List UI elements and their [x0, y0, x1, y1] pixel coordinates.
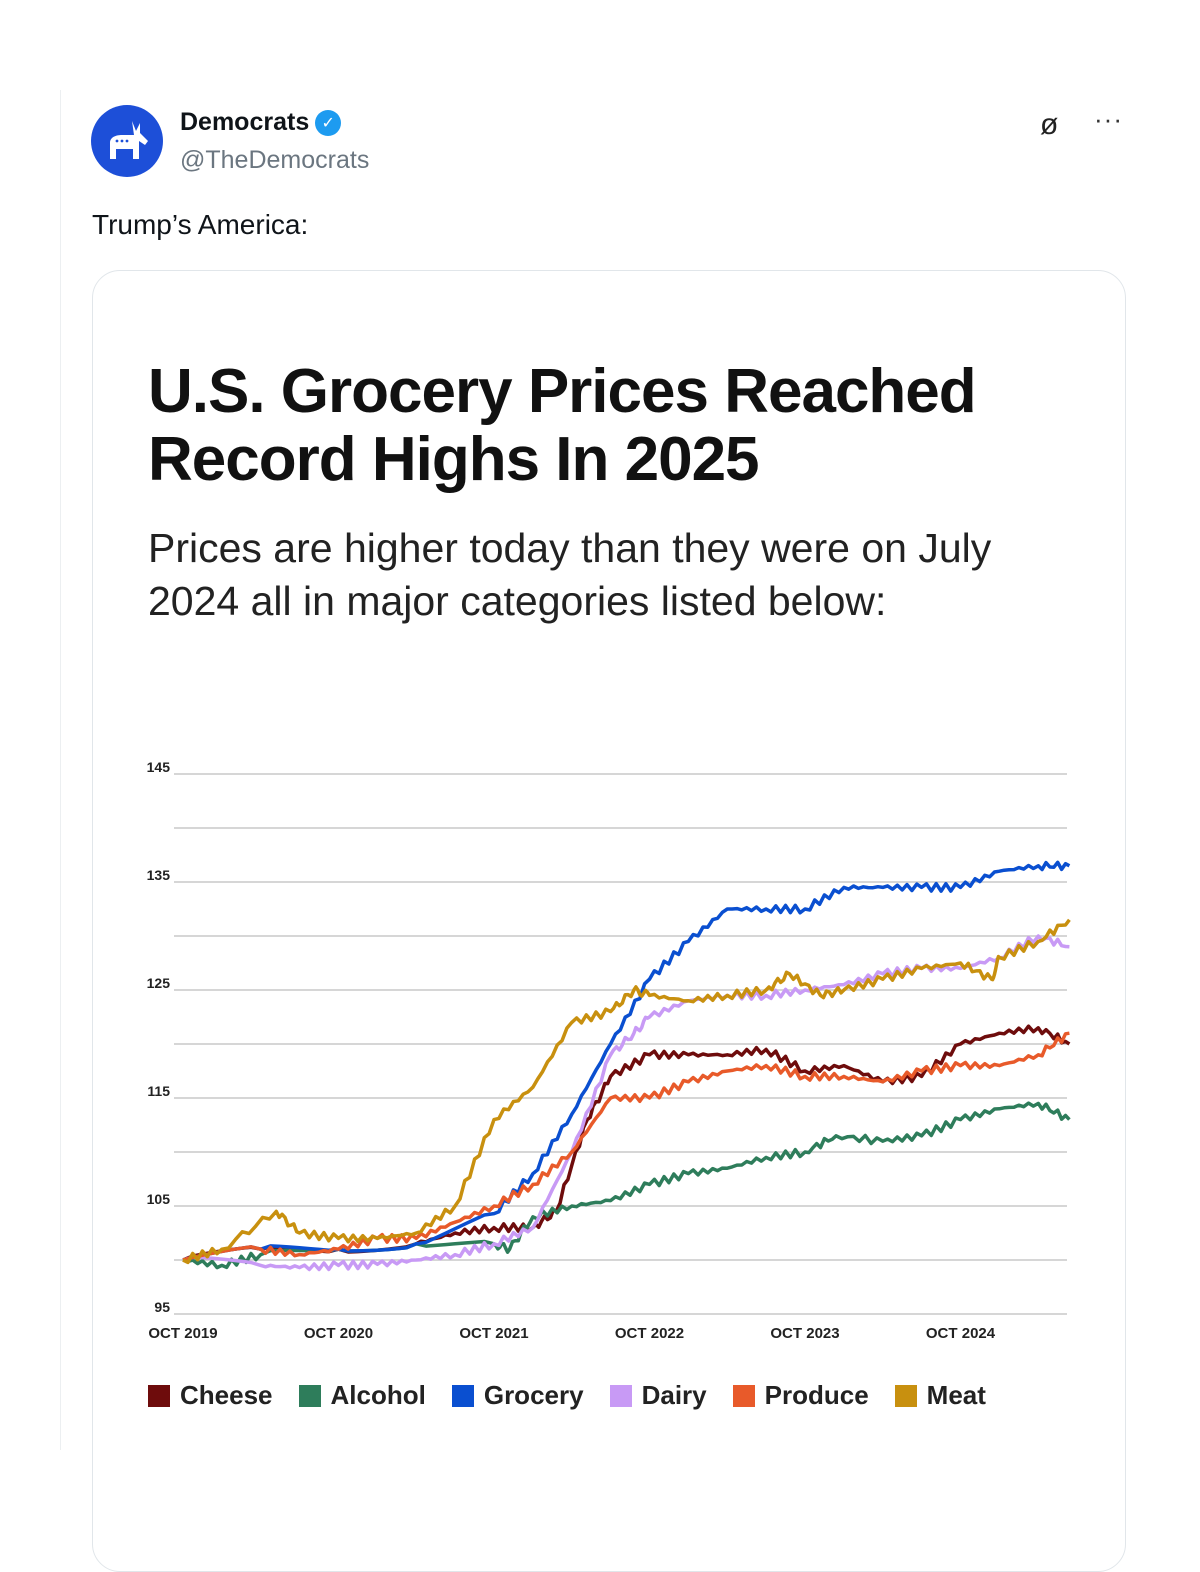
legend-swatch	[732, 1384, 755, 1407]
chart-subtitle: Prices are higher today than they were o…	[148, 525, 992, 624]
verified-badge-icon: ✓	[315, 109, 342, 136]
series-line-grocery	[182, 860, 1071, 1262]
grok-icon[interactable]: ø	[1040, 108, 1059, 141]
author-name-text: Democrats	[180, 108, 310, 136]
legend-label: Meat	[926, 1380, 986, 1410]
legend-swatch	[148, 1384, 170, 1407]
y-tick-label: 115	[147, 1083, 170, 1099]
more-options-icon[interactable]: ···	[1094, 104, 1123, 134]
chart-title: U.S. Grocery Prices Reached Record Highs…	[148, 357, 977, 494]
avatar[interactable]	[91, 105, 163, 177]
x-tick-label: OCT 2022	[615, 1325, 684, 1342]
author-name[interactable]: Democrats ✓	[180, 108, 342, 137]
donkey-logo-icon	[110, 121, 148, 159]
legend-item-cheese: Cheese	[148, 1380, 273, 1411]
y-tick-label: 105	[147, 1191, 171, 1207]
legend-label: Dairy	[641, 1380, 707, 1410]
legend-item-grocery: Grocery	[451, 1380, 584, 1411]
legend-swatch	[894, 1384, 917, 1407]
line-chart: 145 135 125 115 105 95 OCT 2019 OCT 2020 OCT 202…	[147, 759, 1071, 1342]
y-tick-label: 125	[147, 975, 171, 991]
legend-label: Grocery	[483, 1380, 584, 1410]
y-tick-label: 135	[147, 867, 171, 883]
series-line-dairy	[182, 934, 1070, 1272]
legend-label: Alcohol	[330, 1380, 426, 1410]
legend-swatch	[298, 1384, 321, 1407]
x-tick-label: OCT 2019	[148, 1325, 217, 1342]
legend-label: Cheese	[180, 1380, 273, 1410]
tweet-text: Trump’s America:	[92, 209, 309, 240]
x-tick-label: OCT 2021	[459, 1325, 528, 1342]
series-line-meat	[182, 918, 1071, 1265]
x-tick-label: OCT 2024	[926, 1325, 996, 1342]
series-line-cheese	[182, 1024, 1071, 1262]
legend-swatch	[609, 1384, 632, 1407]
series-line-alcohol	[182, 1101, 1071, 1270]
legend-label: Produce	[764, 1380, 869, 1410]
legend-item-dairy: Dairy	[609, 1380, 707, 1411]
legend-item-produce: Produce	[732, 1380, 869, 1411]
legend-item-meat: Meat	[894, 1380, 986, 1411]
x-tick-label: OCT 2020	[304, 1325, 373, 1342]
x-tick-label: OCT 2023	[770, 1325, 839, 1342]
author-handle[interactable]: @TheDemocrats	[180, 146, 370, 174]
legend-swatch	[451, 1384, 474, 1407]
y-tick-label: 95	[154, 1299, 170, 1315]
y-tick-label: 145	[147, 759, 171, 775]
legend-item-alcohol: Alcohol	[298, 1380, 426, 1411]
timeline-column-border	[60, 90, 61, 1450]
series-line-produce	[182, 1031, 1070, 1262]
chart-legend: Cheese Alcohol Grocery Dairy Produce Meat	[148, 1380, 986, 1411]
